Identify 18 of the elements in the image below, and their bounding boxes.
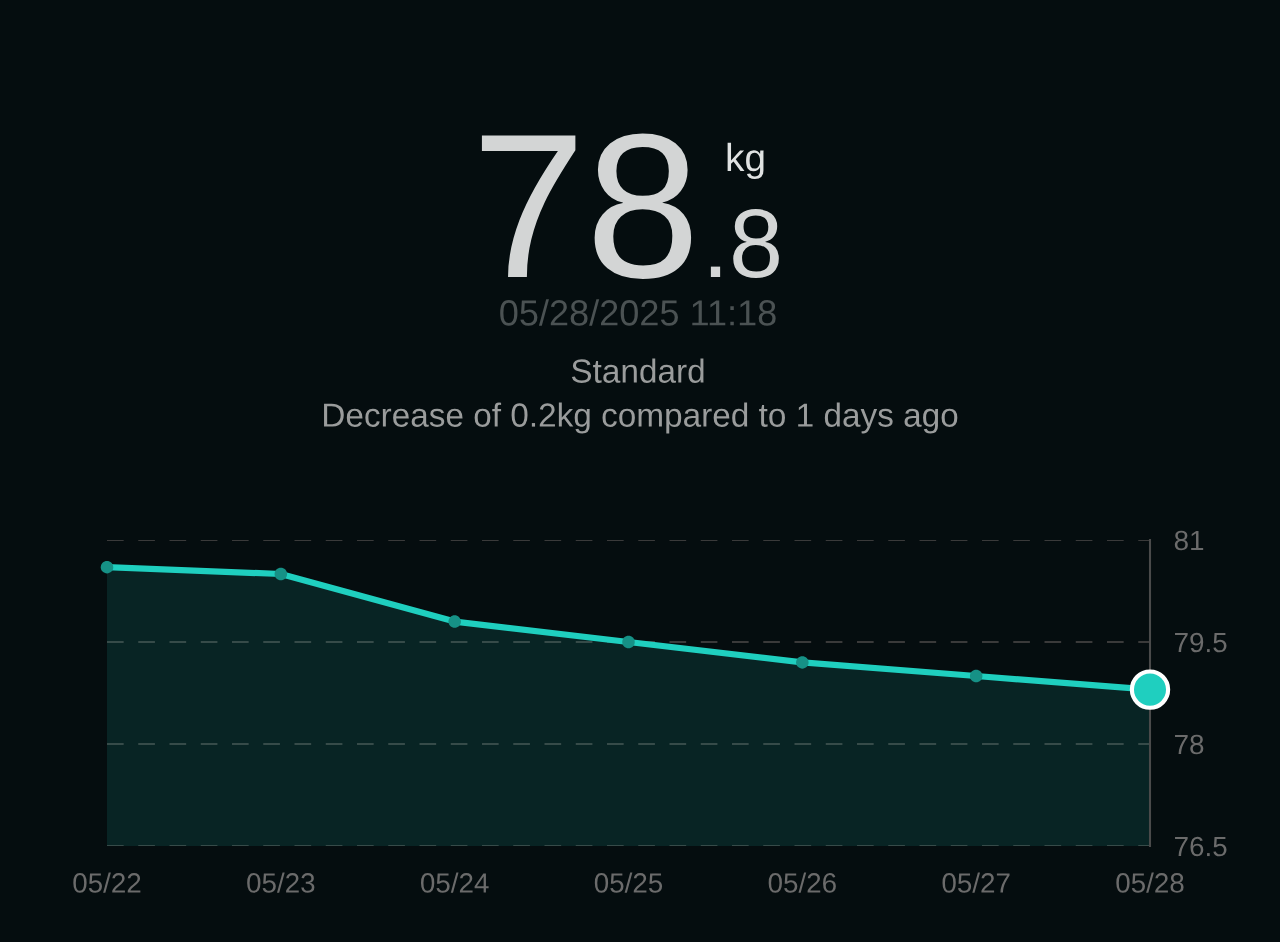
x-tick-label: 05/23 — [247, 872, 315, 893]
point — [1129, 669, 1171, 710]
x-tick-label: 05/25 — [594, 872, 663, 893]
x-tick-label: 05/24 — [421, 872, 489, 893]
y-tick-label: 78 — [1175, 734, 1204, 755]
text: Decrease of 0.2kg compared to 1 days ago — [324, 402, 958, 434]
text: kg — [727, 142, 764, 180]
x-tick-label: 05/27 — [942, 872, 1010, 893]
chart-subtitle: 05/28/2025 11:18 — [500, 299, 776, 326]
y-tick-label: 76.5 — [1175, 836, 1227, 857]
y-tick-label: 81 — [1174, 530, 1204, 551]
x-tick-label: 05/26 — [768, 872, 836, 893]
chart-title: 78 — [481, 133, 692, 280]
x-tick-label: 05/28 — [1116, 872, 1184, 893]
text: .8 — [710, 209, 779, 278]
text: Standard — [571, 358, 704, 383]
x-tick-label: 05/22 — [73, 872, 141, 893]
y-tick-label: 79.5 — [1175, 632, 1227, 653]
